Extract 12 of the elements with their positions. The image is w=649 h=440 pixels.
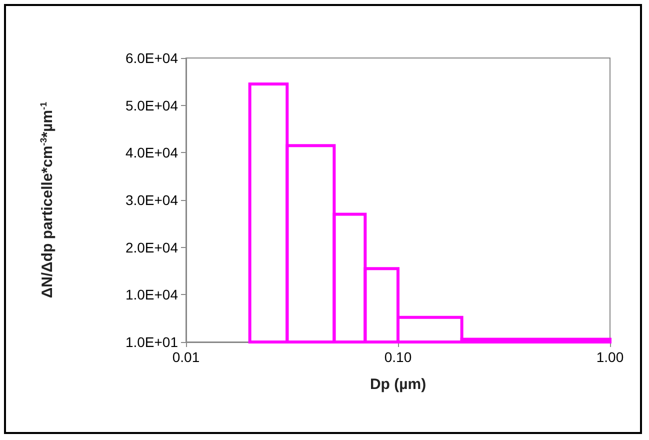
- y-tick-label: 1.0E+01: [125, 334, 178, 350]
- y-tick-label: 6.0E+04: [125, 50, 178, 66]
- x-tick-label: 0.01: [172, 349, 200, 365]
- y-axis-title: ΔN/Δdp particelle*cm-3*µm-1: [38, 102, 56, 298]
- x-tick-label: 1.00: [596, 349, 624, 365]
- y-tick-label: 5.0E+04: [125, 97, 178, 114]
- x-tick-label: 0.10: [384, 349, 412, 365]
- y-tick-label: 1.0E+04: [125, 286, 178, 303]
- y-tick-label: 3.0E+04: [125, 192, 178, 208]
- x-axis-title: Dp (µm): [370, 376, 426, 393]
- y-tick-label: 4.0E+04: [125, 144, 178, 161]
- y-tick-label: 2.0E+04: [125, 239, 178, 256]
